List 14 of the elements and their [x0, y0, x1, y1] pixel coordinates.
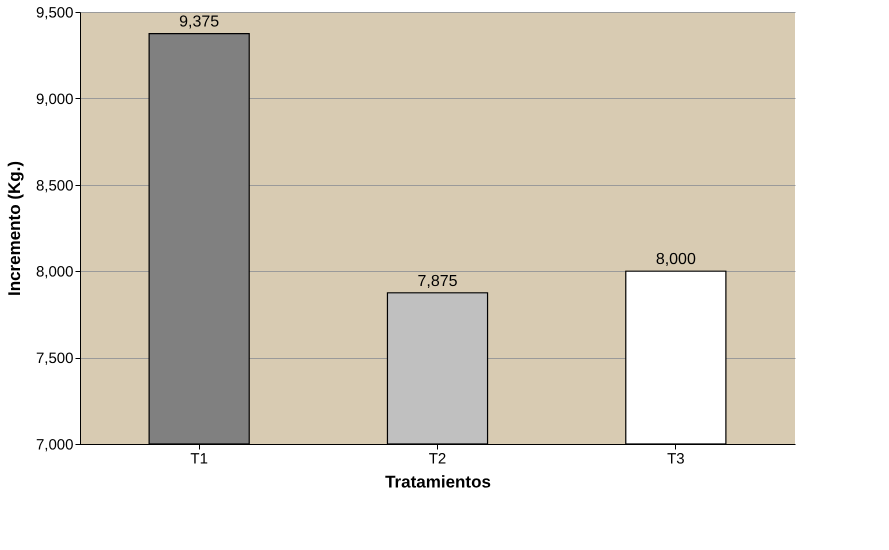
data-label: 7,875: [417, 272, 458, 290]
data-label: 9,375: [179, 14, 220, 31]
y-tick-label: 7,000: [36, 436, 74, 454]
y-axis-title: Incremento (Kg.): [4, 160, 24, 296]
x-axis-title: Tratamientos: [385, 472, 491, 492]
x-tick-label: T1: [190, 450, 208, 468]
x-tick-label: T3: [667, 450, 685, 468]
x-tick-label: T2: [428, 450, 446, 468]
y-tick-label: 9,500: [36, 4, 74, 22]
y-tick-label: 9,000: [36, 90, 74, 108]
y-tick-label: 8,500: [36, 177, 74, 194]
y-tick-label: 8,000: [36, 264, 74, 281]
y-tick-label: 7,500: [36, 350, 74, 368]
data-label: 8,000: [656, 251, 696, 268]
